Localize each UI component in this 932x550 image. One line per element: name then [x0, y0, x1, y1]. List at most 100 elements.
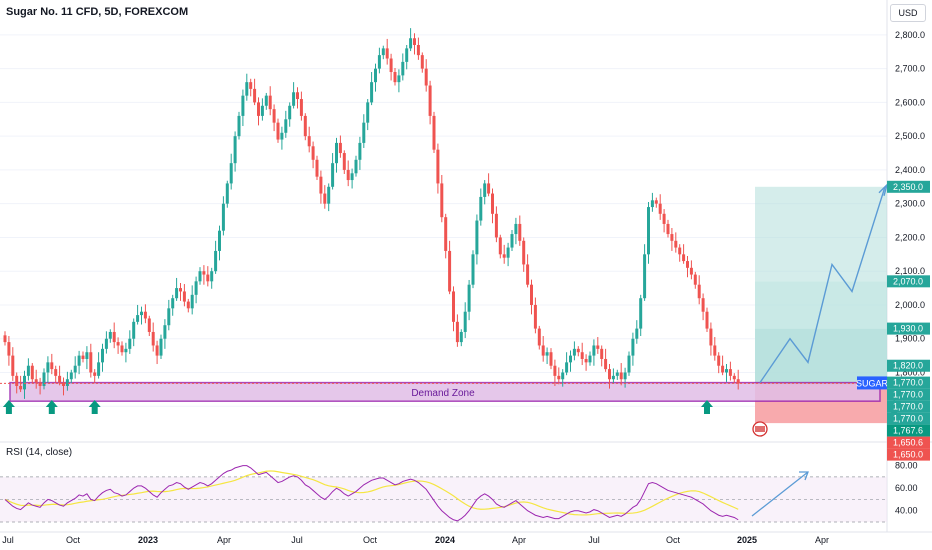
candle-body: [459, 331, 463, 343]
candle-body: [69, 372, 73, 380]
candle-body: [3, 335, 7, 343]
candle-body: [647, 207, 650, 255]
x-tick-label: Oct: [666, 535, 681, 545]
x-tick-label: Apr: [217, 535, 231, 545]
candle-body: [686, 261, 689, 268]
candle-body: [19, 385, 23, 390]
candle-body: [436, 149, 440, 184]
price-tag-bg: [887, 412, 930, 425]
candle-body: [448, 250, 452, 292]
candle-body: [253, 88, 257, 103]
candle-body: [288, 105, 292, 120]
price-tag-target: 1,820.0: [893, 361, 923, 371]
candle-body: [502, 254, 506, 258]
candle-body: [26, 365, 30, 376]
candle-body: [377, 55, 381, 69]
candle-body: [654, 200, 658, 204]
candle-body: [452, 291, 455, 322]
candle-body: [514, 223, 518, 235]
candle-body: [276, 122, 280, 140]
candle-body: [666, 223, 670, 235]
candle-body: [11, 355, 15, 376]
x-tick-label: Oct: [66, 535, 81, 545]
candle-body: [190, 294, 194, 309]
candle-body: [697, 284, 701, 299]
price-tag-bg: [887, 400, 930, 413]
rsi-projection-arrowhead-icon: [799, 471, 809, 481]
candle-body: [619, 372, 623, 380]
candle-body: [732, 375, 736, 380]
candle-body: [662, 213, 666, 224]
x-tick-label: 2025: [737, 535, 757, 545]
candle-body: [237, 115, 241, 137]
candle-body: [533, 304, 537, 329]
candle-body: [670, 234, 674, 241]
candle-body: [725, 369, 728, 373]
price-tag-target: 2,350.0: [893, 182, 923, 192]
candle-body: [206, 274, 210, 282]
candle-body: [182, 291, 186, 302]
ticker-tag-bg: [857, 376, 887, 390]
rsi-axis-label: 40.00: [895, 506, 918, 516]
candle-body: [97, 362, 101, 376]
y-tick-label: 2,600.0: [895, 97, 925, 107]
price-tag-target: 2,070.0: [893, 276, 923, 286]
candle-body: [296, 92, 299, 100]
candle-body: [93, 372, 97, 376]
candle-body: [491, 193, 494, 214]
candle-body: [584, 358, 588, 363]
candle-body: [229, 163, 233, 184]
candle-body: [366, 102, 370, 123]
candle-body: [381, 48, 385, 56]
candle-body: [374, 68, 377, 83]
candle-body: [557, 375, 561, 380]
candle-body: [151, 331, 155, 346]
candle-body: [62, 382, 65, 386]
candle-body: [299, 99, 303, 116]
candle-body: [717, 355, 721, 366]
candle-body: [225, 183, 229, 204]
price-tag-last: 1,767.6: [893, 426, 923, 436]
candle-body: [592, 345, 596, 356]
candle-body: [627, 355, 631, 373]
candle-body: [303, 115, 307, 137]
candle-body: [432, 115, 436, 150]
rsi-projection-arrow: [751, 471, 809, 517]
candle-body: [54, 369, 58, 376]
candle-body: [311, 146, 315, 160]
candle-body: [147, 318, 151, 332]
candle-body: [440, 183, 444, 218]
candle-body: [34, 379, 38, 383]
candle-body: [214, 250, 218, 272]
x-tick-label: 2024: [435, 535, 455, 545]
candle-body: [280, 132, 284, 140]
candle-body: [615, 372, 619, 376]
y-tick-label: 1,800.0: [895, 367, 925, 377]
candle-body: [260, 105, 264, 116]
candle-body: [600, 348, 604, 359]
candle-body: [693, 274, 697, 285]
candle-body: [346, 169, 350, 181]
candle-body: [483, 183, 487, 197]
candle-body: [268, 95, 272, 110]
y-tick-label: 2,800.0: [895, 30, 925, 40]
candle-body: [385, 48, 389, 59]
price-tag-bg: [887, 436, 930, 449]
candle-body: [689, 267, 693, 275]
candle-body: [545, 352, 549, 356]
candle-body: [327, 186, 331, 204]
candle-body: [257, 102, 260, 116]
candle-body: [132, 321, 136, 339]
candle-body: [713, 345, 717, 356]
candle-body: [202, 271, 206, 275]
candle-body: [471, 254, 475, 285]
currency-selector[interactable]: USD: [890, 4, 926, 22]
target-zone-1: [755, 186, 887, 282]
candle-body: [89, 352, 93, 373]
candle-body: [249, 82, 253, 89]
rsi-ma-line: [4, 470, 739, 516]
candle-body: [30, 365, 34, 380]
candle-body: [413, 38, 416, 46]
